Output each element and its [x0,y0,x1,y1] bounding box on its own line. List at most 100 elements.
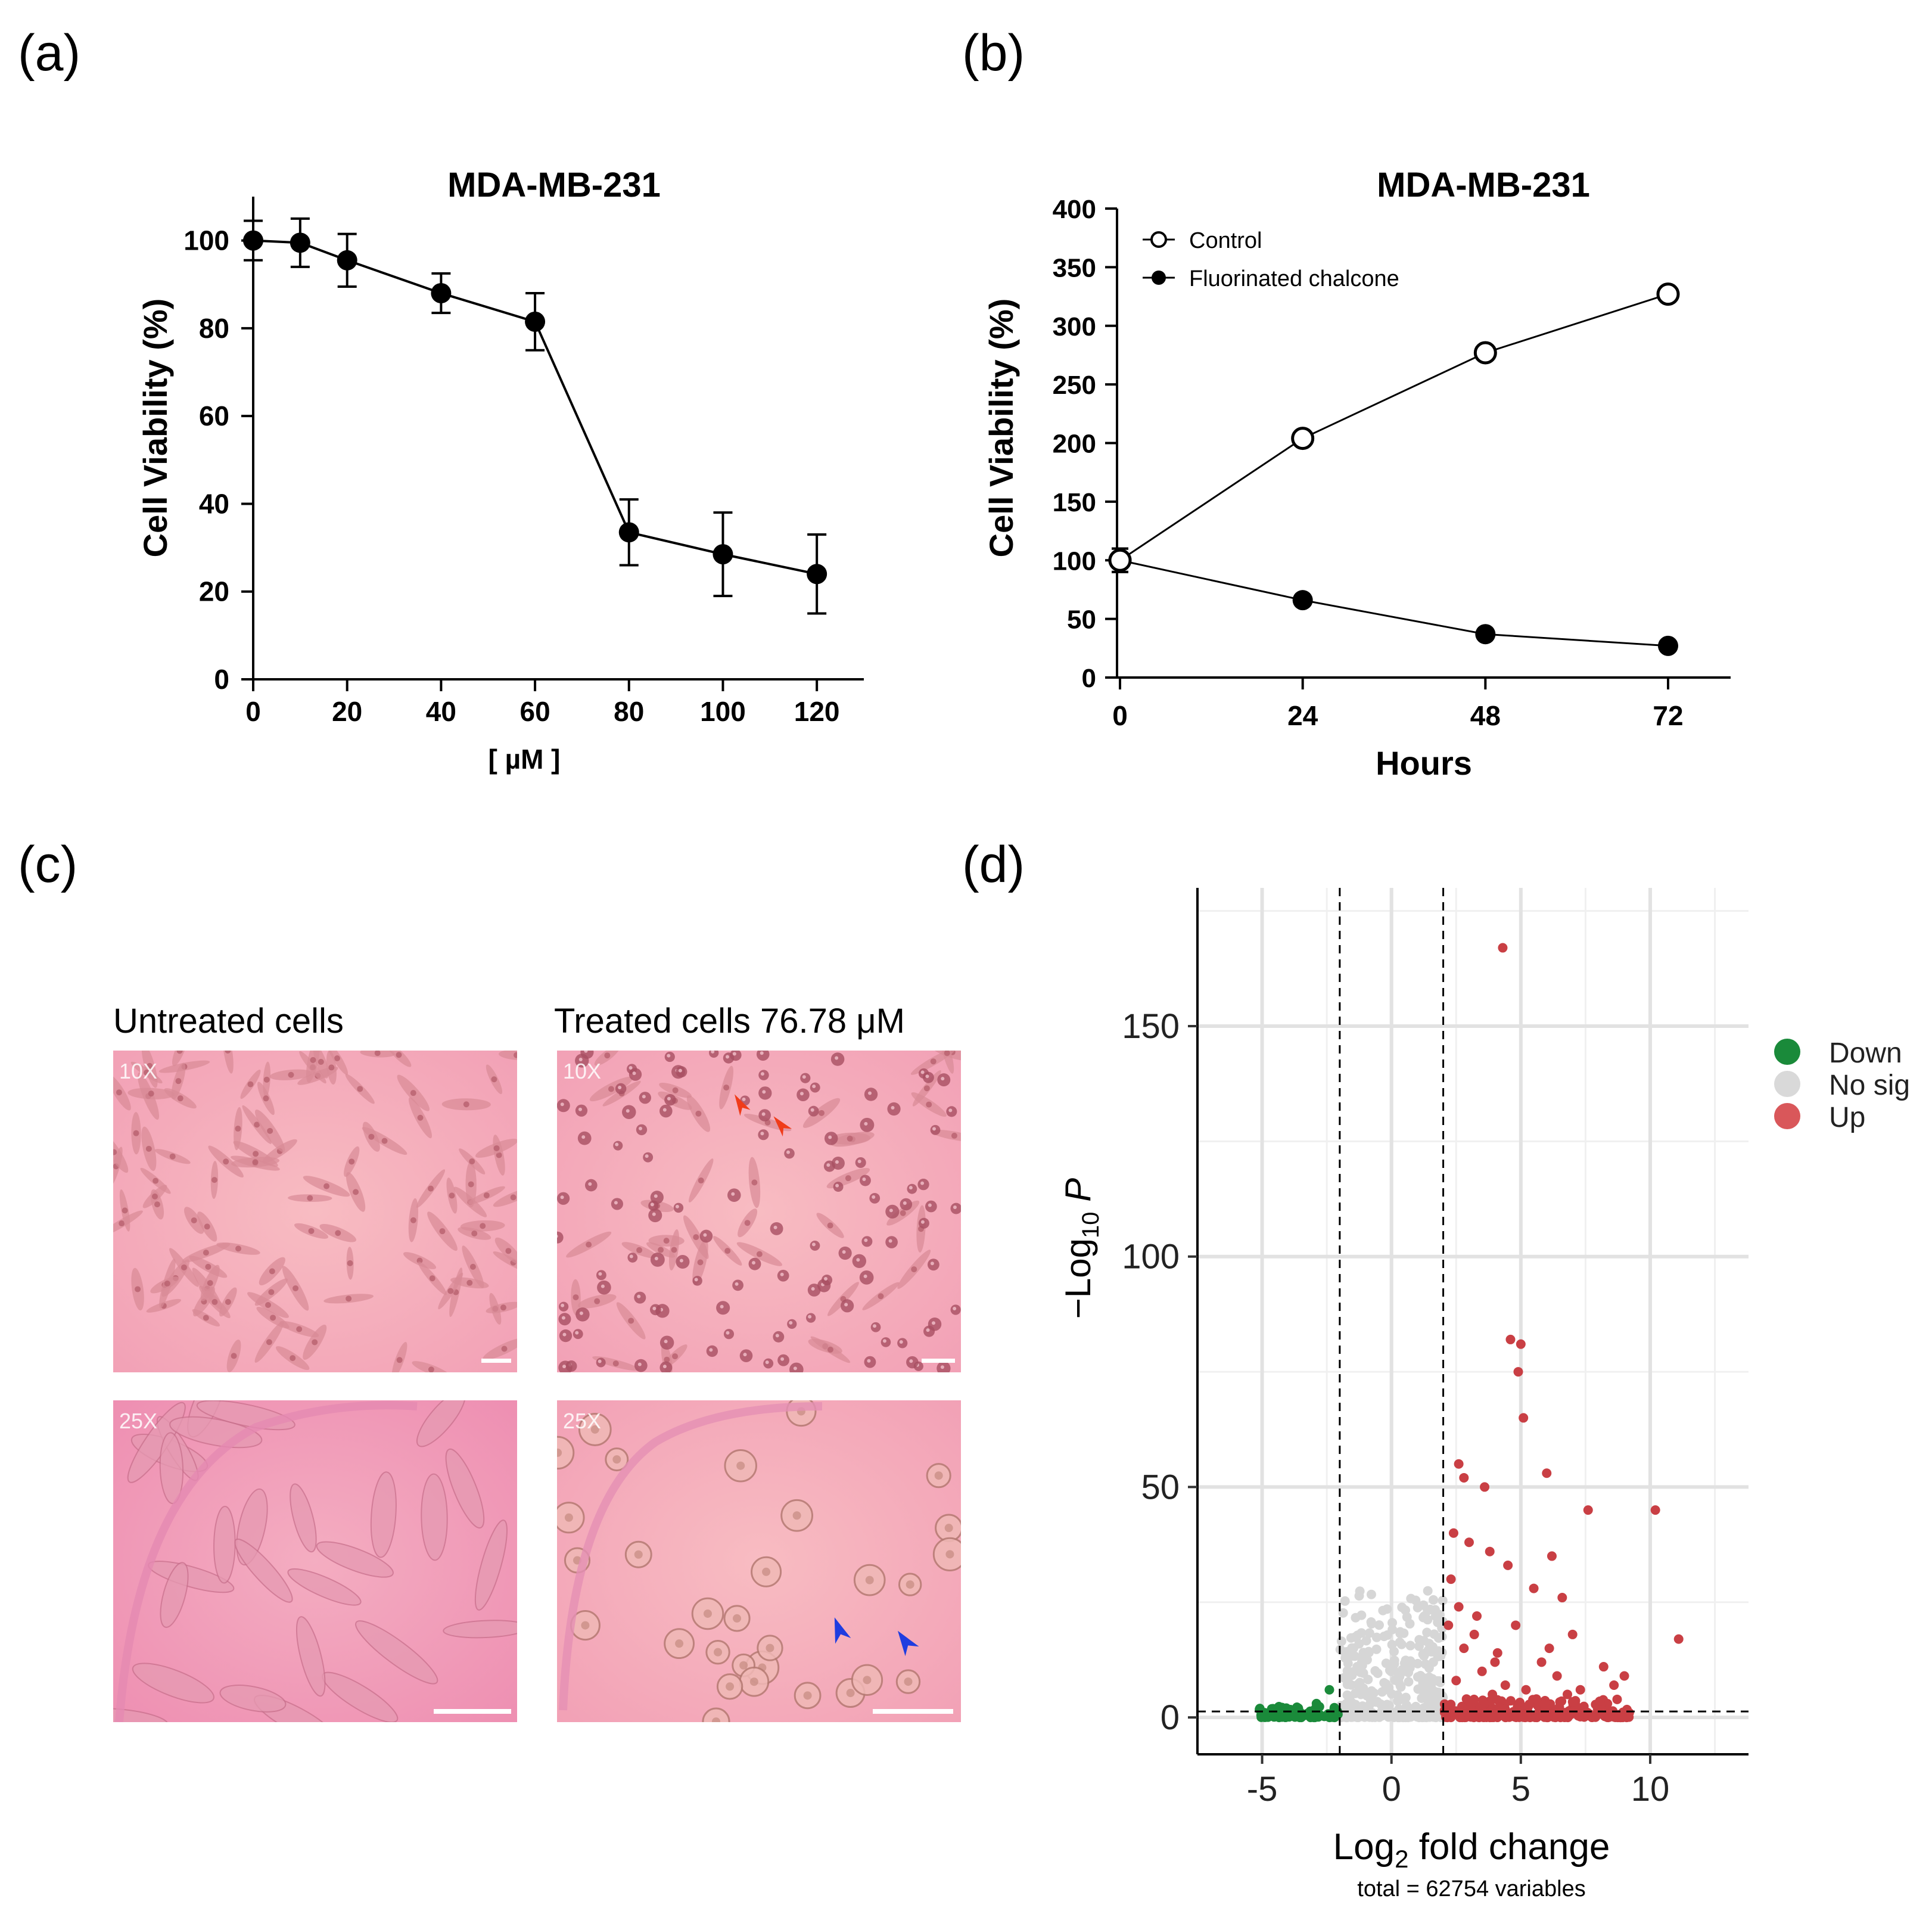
cell-highlight [703,1233,707,1237]
up-point [1488,1689,1498,1699]
nosig-point [1389,1713,1399,1723]
nosig-point [1343,1658,1353,1668]
panel-a-data-point [807,564,827,585]
cell-nucleus [296,1326,303,1332]
cell-nucleus [733,1614,742,1623]
up-point [1498,943,1508,953]
cell-nucleus [573,1294,579,1301]
panel-b-y-tick-label: 150 [1053,488,1096,517]
cell-nucleus [252,1159,259,1166]
cell-nucleus [751,1179,758,1186]
cell-highlight [629,1254,633,1259]
legend-swatch-down [1774,1039,1800,1065]
cell-nucleus [514,1052,517,1058]
up-point [1522,1712,1532,1722]
cell-highlight [642,1095,646,1099]
cell [287,1568,362,1606]
cell-nucleus [145,1145,152,1152]
panel-b-ylabel: Cell Viability (%) [982,299,1020,558]
cell-highlight [928,1203,932,1207]
down-point [1333,1709,1343,1719]
panel-b-data-point-control [1473,341,1497,365]
up-point [1509,1711,1519,1722]
up-point [1494,1702,1504,1713]
cell-nucleus [557,1448,562,1457]
panel-a-series-line [253,239,817,576]
cell [355,1620,438,1685]
cell-highlight [578,1057,583,1061]
cell-nucleus [247,1081,254,1088]
cell-nucleus [223,1158,229,1165]
up-point [1604,1712,1614,1722]
nosig-point [1404,1667,1414,1677]
panel-a-x-tick-label: 40 [426,696,456,727]
nosig-point [1387,1640,1397,1650]
cell-nucleus [335,1230,341,1236]
panel-b-y-tick-label: 400 [1053,195,1096,224]
cell-highlight [675,1204,679,1208]
cell-nucleus [726,1682,735,1691]
cell-nucleus [148,1090,154,1097]
cell-nucleus [175,1078,182,1085]
cell-nucleus [463,1101,469,1108]
panel-a-x-tick-label: 60 [519,696,550,727]
cell-highlight [941,1077,945,1081]
cell-nucleus [744,1220,751,1226]
up-point [1540,1702,1550,1712]
up-point [1505,1334,1516,1344]
cell-nucleus [269,1268,275,1275]
cell-nucleus [951,1132,957,1139]
panel-a-title: MDA-MB-231 [447,166,661,204]
nosig-point [1364,1628,1374,1638]
up-point [1500,1680,1510,1690]
up-point [1454,1602,1464,1612]
cell-highlight [735,1282,739,1286]
cell-nucleus [204,1223,210,1230]
cell-nucleus [766,1643,774,1652]
cell-highlight [812,1085,816,1089]
cell-nucleus [736,1461,745,1470]
up-point [1449,1707,1459,1717]
cell-nucleus [468,1181,474,1188]
panel-a-data-point [243,230,263,251]
cell-nucleus [483,1192,490,1198]
cell [443,1620,517,1639]
nosig-point [1406,1593,1416,1604]
cell-highlight [588,1182,592,1186]
cell-nucleus [944,1524,953,1533]
cell-highlight [775,1334,779,1338]
up-point [1481,1711,1491,1722]
nosig-point [1353,1679,1363,1689]
panel-a-y-tick-label: 60 [199,400,229,431]
cell-nucleus [310,1057,316,1063]
nosig-point [1361,1636,1371,1646]
cell-highlight [667,1054,671,1058]
cell-highlight [637,1294,641,1298]
panel-d-y-tick-label: 0 [1161,1698,1180,1737]
cell-nucleus [253,1151,259,1157]
cell-nucleus [469,1158,475,1165]
cell-nucleus [698,1177,704,1184]
cell-highlight [579,1311,583,1315]
nosig-point [1395,1627,1405,1637]
cell-nucleus [672,1353,679,1360]
nosig-point [1423,1680,1433,1691]
cell-nucleus [586,1241,592,1248]
cell-highlight [909,1359,913,1363]
up-point [1459,1472,1469,1483]
panel-b-y-tick-label: 100 [1053,546,1096,576]
cell-highlight [618,1086,622,1090]
nosig-point [1399,1658,1410,1668]
cell-nucleus [205,1263,211,1270]
up-point [1529,1583,1539,1593]
panel-label-d: (d) [962,836,1025,893]
cell-highlight [926,1328,930,1332]
cell [290,1483,317,1553]
cell-highlight [652,1212,656,1216]
cell-highlight [615,1142,619,1146]
red-arrow-marker [773,1116,792,1137]
cell-highlight [664,1340,668,1344]
nosig-point [1354,1688,1364,1698]
panel-b-title: MDA-MB-231 [1377,166,1590,204]
panel-b-y-tick-label: 300 [1053,312,1096,341]
